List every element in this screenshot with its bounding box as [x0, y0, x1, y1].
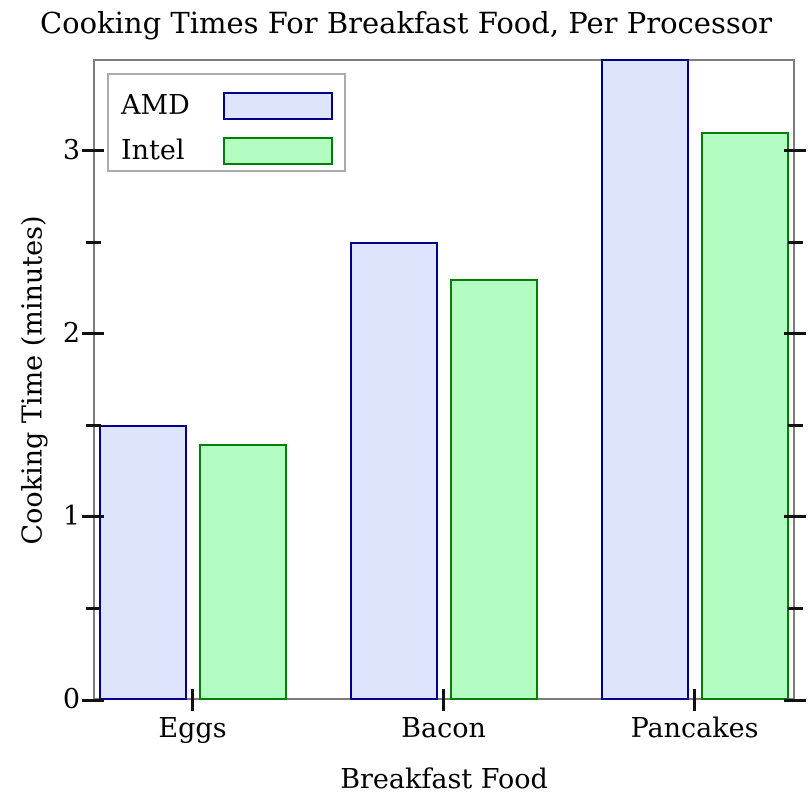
y-tick-minor-2-5-left [85, 240, 101, 244]
y-tick-minor-1-5-left [85, 423, 101, 427]
y-tick-minor-0-5-left [85, 606, 101, 610]
x-tick-eggs [191, 689, 194, 711]
y-tick-label-1: 1 [62, 500, 80, 532]
y-tick-minor-2-5-right [787, 240, 803, 244]
y-tick-minor-1-5-right [787, 423, 803, 427]
legend: AMD Intel [107, 73, 346, 172]
bar-intel-pancakes [700, 132, 789, 700]
y-tick-major-3-right [784, 149, 806, 153]
y-tick-major-1-right [784, 515, 806, 519]
bar-amd-pancakes [600, 59, 689, 700]
y-tick-major-0-right [784, 698, 806, 702]
x-axis-label: Breakfast Food [340, 764, 548, 795]
y-tick-minor-0-5-right [787, 606, 803, 610]
y-tick-major-3-left [82, 149, 104, 153]
bar-amd-eggs [98, 425, 187, 700]
legend-swatch-amd [223, 91, 333, 120]
legend-swatch-intel [223, 136, 333, 165]
bar-amd-bacon [349, 242, 438, 700]
y-tick-major-1-left [82, 515, 104, 519]
legend-label-intel: Intel [121, 135, 185, 166]
plot-area: AMD Intel [82, 59, 806, 711]
legend-label-amd: AMD [121, 90, 190, 121]
y-tick-major-2-right [784, 332, 806, 336]
legend-item-amd: AMD [121, 83, 333, 128]
category-label-pancakes: Pancakes [630, 713, 759, 744]
chart-title: Cooking Times For Breakfast Food, Per Pr… [39, 6, 773, 40]
y-axis-label: Cooking Time (minutes) [17, 215, 49, 545]
category-label-bacon: Bacon [401, 713, 486, 744]
y-tick-major-0-left [82, 698, 104, 702]
category-label-eggs: Eggs [158, 713, 227, 744]
legend-item-intel: Intel [121, 128, 333, 173]
bar-intel-eggs [198, 443, 287, 700]
y-tick-major-2-left [82, 332, 104, 336]
bar-intel-bacon [449, 278, 538, 700]
y-tick-label-3: 3 [62, 134, 80, 166]
y-tick-label-0: 0 [62, 684, 80, 715]
y-tick-label-2: 2 [62, 317, 80, 349]
x-tick-bacon [442, 689, 445, 711]
x-tick-pancakes [693, 689, 696, 711]
